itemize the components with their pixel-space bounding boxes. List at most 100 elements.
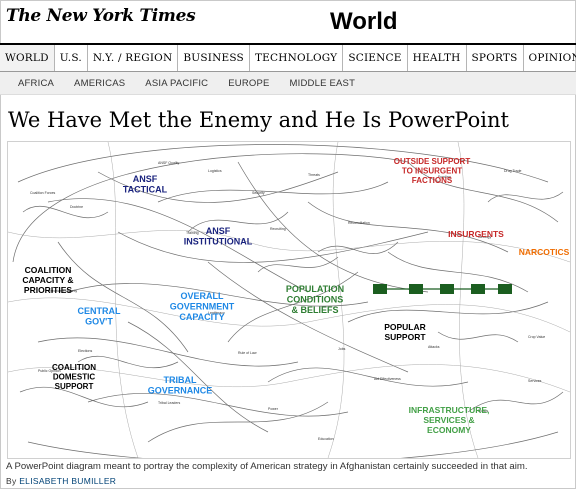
svg-text:Drug Trade: Drug Trade — [504, 169, 522, 173]
svg-text:Jobs: Jobs — [338, 347, 346, 351]
subnav-item-africa[interactable]: AFRICA — [18, 77, 55, 89]
cluster-label-line: COALITION — [52, 363, 96, 372]
byline-prefix: By — [6, 476, 17, 486]
svg-text:Reconciliation: Reconciliation — [348, 221, 370, 225]
cluster-label-line: INSTITUTIONAL — [184, 237, 253, 247]
cluster-label: CENTRAL GOV'T — [78, 306, 121, 327]
image-caption: A PowerPoint diagram meant to portray th… — [6, 461, 528, 472]
cluster-label-line: SUPPORT — [384, 332, 426, 342]
cluster-label-line: OUTSIDE SUPPORT — [394, 157, 471, 166]
svg-text:Education: Education — [318, 437, 334, 441]
svg-text:Roads: Roads — [478, 409, 488, 413]
cluster-label-line: SERVICES & — [423, 415, 474, 425]
cluster-label: COALITION CAPACITY & PRIORITIES — [22, 265, 73, 295]
nav-item-health[interactable]: HEALTH — [408, 45, 467, 71]
cluster-label-line: POPULAR — [384, 322, 426, 332]
cluster-label-line: GOVERNMENT — [170, 302, 235, 312]
svg-text:Tribal Leaders: Tribal Leaders — [158, 401, 180, 405]
svg-text:Rule of Law: Rule of Law — [238, 351, 257, 355]
nav-item-business[interactable]: BUSINESS — [178, 45, 250, 71]
subnav-item-europe[interactable]: EUROPE — [228, 77, 270, 89]
cluster-label-line: POPULATION — [286, 284, 344, 294]
cluster-label-line: INFRASTRUCTURE, — [409, 405, 490, 415]
svg-text:Attacks: Attacks — [428, 345, 440, 349]
cluster-label-line: GOV'T — [85, 317, 113, 327]
subsection-nav: AFRICA AMERICAS ASIA PACIFIC EUROPE MIDD… — [0, 72, 576, 95]
svg-text:ANSF Quality: ANSF Quality — [158, 161, 179, 165]
nav-item-sports[interactable]: SPORTS — [467, 45, 524, 71]
cluster-label-line: PRIORITIES — [24, 285, 73, 295]
byline: By ELISABETH BUMILLER — [6, 476, 116, 486]
stage-box — [373, 284, 387, 294]
nav-item-world[interactable]: WORLD — [0, 45, 55, 71]
svg-text:Funding: Funding — [438, 175, 451, 179]
stage-box — [409, 284, 423, 294]
section-nav: WORLD U.S. N.Y. / REGION BUSINESS TECHNO… — [0, 45, 576, 72]
cluster-label-line: TRIBAL — [164, 375, 197, 385]
svg-text:Power: Power — [268, 407, 279, 411]
cluster-label: ANSF TACTICAL — [123, 174, 168, 195]
cluster-label: INSURGENTS — [448, 229, 504, 239]
cluster-label-line: NARCOTICS — [519, 247, 570, 257]
cluster-label-line: CAPACITY — [179, 312, 224, 322]
cluster-label-line: CENTRAL — [78, 306, 121, 316]
cluster-label-line: COALITION — [25, 265, 72, 275]
svg-text:Legitimacy: Legitimacy — [208, 311, 225, 315]
cluster-label-line: CAPACITY & — [22, 275, 73, 285]
cluster-label: ANSF INSTITUTIONAL — [184, 226, 253, 247]
svg-text:Crop Value: Crop Value — [528, 335, 545, 339]
diagram-svg: Coalition Forces Doctrine ANSF Quality Log… — [8, 142, 570, 458]
svg-text:Perceived Security: Perceived Security — [48, 289, 77, 293]
cluster-label: TRIBAL GOVERNANCE — [148, 375, 213, 396]
cluster-label-line: TO INSURGENT — [402, 167, 462, 176]
svg-text:Threats: Threats — [308, 173, 320, 177]
stage-box — [471, 284, 485, 294]
stage-box — [498, 284, 512, 294]
svg-text:Recruiting: Recruiting — [270, 227, 286, 231]
nav-item-technology[interactable]: TECHNOLOGY — [250, 45, 344, 71]
svg-text:Elections: Elections — [78, 349, 92, 353]
svg-text:Training: Training — [186, 231, 199, 235]
subnav-item-middle-east[interactable]: MIDDLE EAST — [289, 77, 356, 89]
cluster-label: INFRASTRUCTURE, SERVICES & ECONOMY — [409, 405, 490, 435]
nav-item-ny-region[interactable]: N.Y. / REGION — [88, 45, 179, 71]
cluster-label-line: CONDITIONS — [287, 295, 344, 305]
connector-lines-faint — [8, 142, 570, 458]
cluster-label-line: OVERALL — [180, 291, 224, 301]
cluster-label: COALITION DOMESTIC SUPPORT — [52, 363, 96, 391]
subnav-item-americas[interactable]: AMERICAS — [74, 77, 126, 89]
svg-text:Ideology: Ideology — [478, 235, 491, 239]
subnav-item-asia-pacific[interactable]: ASIA PACIFIC — [145, 77, 209, 89]
cluster-label-line: ANSF — [133, 174, 158, 184]
author-link[interactable]: ELISABETH BUMILLER — [19, 476, 117, 486]
strategy-diagram: Coalition Forces Doctrine ANSF Quality Log… — [7, 141, 571, 459]
cluster-label: OVERALL GOVERNMENT CAPACITY — [170, 291, 235, 322]
cluster-label-line: FACTIONS — [412, 176, 453, 185]
node-labels: Coalition Forces Doctrine ANSF Quality Log… — [30, 161, 545, 441]
nav-item-us[interactable]: U.S. — [55, 45, 88, 71]
svg-text:Logistics: Logistics — [208, 169, 222, 173]
svg-text:Security: Security — [252, 191, 265, 195]
svg-text:Aid Effectiveness: Aid Effectiveness — [374, 377, 401, 381]
cluster-label-line: GOVERNANCE — [148, 386, 213, 396]
cluster-label-line: ECONOMY — [427, 425, 471, 435]
cluster-label-line: INSURGENTS — [448, 229, 504, 239]
masthead-rule — [0, 43, 576, 45]
section-title[interactable]: World — [330, 8, 398, 35]
cluster-label-line: TACTICAL — [123, 185, 168, 195]
svg-text:Services: Services — [528, 379, 542, 383]
cluster-label: POPULATION CONDITIONS & BELIEFS — [286, 284, 344, 315]
nav-item-opinion[interactable]: OPINION — [528, 52, 576, 64]
nyt-logo[interactable]: The New York Times — [6, 6, 196, 26]
svg-text:Public Opinion: Public Opinion — [38, 369, 61, 373]
insurgent-stage-boxes — [373, 284, 512, 294]
cluster-label-line: & BELIEFS — [291, 305, 338, 315]
cluster-label: OUTSIDE SUPPORT TO INSURGENT FACTIONS — [394, 157, 471, 185]
svg-text:Coalition Forces: Coalition Forces — [30, 191, 56, 195]
cluster-label-line: ANSF — [206, 226, 231, 236]
svg-text:Doctrine: Doctrine — [70, 205, 83, 209]
cluster-label: POPULAR SUPPORT — [384, 322, 426, 342]
nav-item-science[interactable]: SCIENCE — [343, 45, 408, 71]
cluster-label: NARCOTICS — [519, 247, 570, 257]
cluster-label-line: DOMESTIC — [53, 373, 95, 382]
